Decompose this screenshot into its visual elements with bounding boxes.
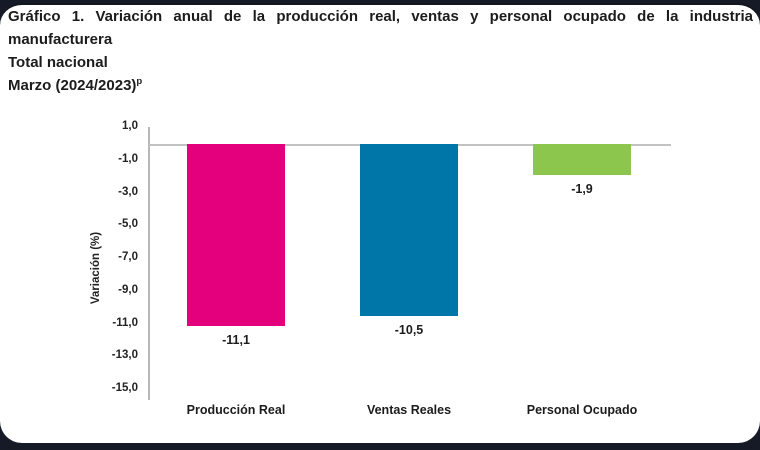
bar-personal-ocupado bbox=[533, 144, 631, 176]
bar-produccion-real bbox=[187, 144, 285, 327]
y-tick-label: -1,0 bbox=[118, 152, 138, 165]
bar-ventas-reales bbox=[360, 144, 458, 317]
y-tick-label: -5,0 bbox=[118, 218, 138, 231]
chart-title: Gráfico 1. Variación anual de la producc… bbox=[8, 8, 753, 48]
y-tick-label: -13,0 bbox=[111, 349, 138, 362]
y-tick-label: -11,0 bbox=[112, 316, 138, 329]
y-tick-label: -15,0 bbox=[111, 382, 138, 394]
y-tick-label: 1,0 bbox=[122, 120, 138, 132]
chart-header: Gráfico 1. Variación anual de la producc… bbox=[8, 5, 753, 97]
chart-period-superscript: p bbox=[136, 76, 143, 87]
bar-value-label: -11,1 bbox=[222, 333, 250, 348]
y-tick-label: -9,0 bbox=[118, 283, 138, 296]
y-tick-label: -3,0 bbox=[118, 185, 138, 198]
chart-period-text: Marzo (2024/2023) bbox=[8, 77, 137, 94]
bar-value-label: -10,5 bbox=[394, 323, 424, 338]
chart-subtitle: Total nacional bbox=[8, 54, 108, 71]
bar-value-label: -1,9 bbox=[571, 182, 593, 197]
chart-period: Marzo (2024/2023)p bbox=[8, 74, 753, 97]
category-label: Personal Ocupado bbox=[526, 403, 638, 417]
y-tick-label: -7,0 bbox=[118, 251, 138, 263]
category-label: Producción Real bbox=[186, 403, 286, 417]
y-axis-line bbox=[148, 127, 150, 400]
category-label: Ventas Reales bbox=[366, 403, 452, 417]
